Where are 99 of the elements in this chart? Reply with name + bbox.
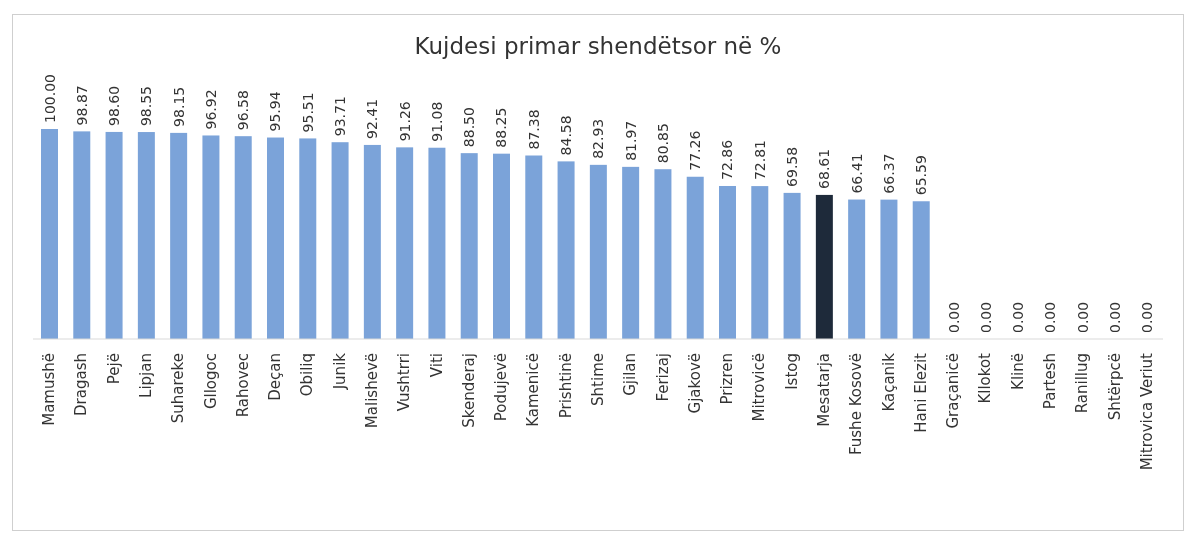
bar <box>331 142 349 339</box>
bar <box>622 166 640 339</box>
data-label: 84.58 <box>558 115 575 156</box>
data-label: 91.26 <box>396 101 413 142</box>
bar <box>267 137 284 339</box>
data-label: 96.92 <box>202 89 219 130</box>
data-label: 95.94 <box>267 91 284 132</box>
data-label: 0.00 <box>1042 301 1059 333</box>
x-tick-label: Ranillug <box>1073 353 1092 414</box>
bar <box>880 199 898 339</box>
data-label: 77.26 <box>687 130 704 171</box>
data-label: 80.85 <box>654 123 671 164</box>
x-tick-label: Junik <box>330 352 349 391</box>
bar <box>234 136 252 339</box>
x-tick-label: Ferizaj <box>653 353 672 402</box>
data-label: 82.93 <box>590 118 607 159</box>
data-label: 98.15 <box>170 86 187 127</box>
data-label: 98.60 <box>106 85 123 126</box>
bar <box>460 153 478 339</box>
x-tick-label: Mamushë <box>40 353 59 426</box>
bar <box>299 138 317 339</box>
bar <box>105 131 123 339</box>
x-tick-label: Rahovec <box>233 353 252 418</box>
data-label: 0.00 <box>1010 301 1027 333</box>
bar <box>719 185 736 339</box>
bar <box>686 176 704 339</box>
data-label: 0.00 <box>1139 301 1156 333</box>
x-tick-label: Gllogoc <box>201 353 220 410</box>
bar <box>137 132 155 339</box>
x-tick-label: Shtërpcë <box>1105 353 1124 421</box>
x-tick-label: Kaçanik <box>879 352 898 412</box>
x-tick-label: Lipjan <box>137 353 155 398</box>
data-label: 81.97 <box>622 120 639 161</box>
data-label: 0.00 <box>977 301 994 333</box>
bar <box>589 164 607 339</box>
x-tick-label: Malishevë <box>363 353 381 429</box>
bar <box>815 194 833 339</box>
x-tick-label: Shtime <box>589 353 607 406</box>
bar <box>525 155 543 339</box>
x-tick-label: Mesatarja <box>815 353 833 427</box>
bar <box>912 201 930 339</box>
x-tick-label: Mitrovicë <box>750 353 769 422</box>
x-tick-label: Partesh <box>1041 353 1059 410</box>
bar <box>751 186 769 339</box>
data-label: 88.25 <box>493 107 510 148</box>
x-tick-label: Mitrovica Veriut <box>1137 352 1156 471</box>
x-tick-label: Prishtinë <box>556 353 575 419</box>
bar <box>202 135 220 339</box>
data-label: 72.81 <box>751 140 768 181</box>
data-label: 87.38 <box>525 109 542 150</box>
x-tick-label: Kamenicë <box>524 353 543 427</box>
data-label: 69.58 <box>784 146 801 187</box>
bar <box>41 129 58 339</box>
chart-title: Kujdesi primar shendëtsor në % <box>413 33 783 59</box>
x-tick-label: Pejë <box>104 353 123 385</box>
x-tick-label: Obiliq <box>298 353 317 397</box>
x-tick-label: Graçanicë <box>944 353 963 429</box>
data-label: 65.59 <box>913 155 930 196</box>
x-tick-label: Gjilan <box>621 353 640 396</box>
data-label: 66.37 <box>880 153 897 194</box>
x-tick-label: Podujevë <box>492 353 511 422</box>
data-label: 88.50 <box>461 107 478 148</box>
x-tick-label: Klinë <box>1008 353 1027 390</box>
x-tick-label: Hani Elezit <box>911 352 930 433</box>
x-tick-label: Viti <box>427 353 446 378</box>
x-tick-label: Fushe Kosovë <box>847 353 866 455</box>
data-label: 92.41 <box>364 98 381 139</box>
data-label: 100.00 <box>41 74 58 123</box>
x-tick-label: Istog <box>782 353 801 390</box>
data-label: 68.61 <box>816 148 833 189</box>
x-tick-label: Deçan <box>266 353 285 401</box>
x-tick-label: Suhareke <box>169 353 188 424</box>
data-label: 66.41 <box>848 153 865 194</box>
bar <box>73 131 91 339</box>
bar <box>493 153 510 339</box>
data-label: 0.00 <box>1074 301 1091 333</box>
x-tick-label: Vushtrri <box>395 353 414 412</box>
x-tick-label: Prizren <box>718 353 737 405</box>
data-label: 98.87 <box>73 85 90 126</box>
data-label: 91.08 <box>428 101 445 142</box>
bar <box>654 169 672 339</box>
bar <box>428 147 446 339</box>
bar <box>363 144 381 339</box>
bar <box>783 192 801 339</box>
bar <box>396 147 414 339</box>
x-tick-label: Dragash <box>72 353 91 416</box>
bar <box>848 199 866 339</box>
bar <box>557 161 575 339</box>
data-label: 95.51 <box>299 92 316 133</box>
data-label: 93.71 <box>332 96 349 137</box>
data-label: 98.55 <box>138 85 155 127</box>
x-tick-label: Skenderaj <box>459 353 478 428</box>
x-tick-label: Gjakovë <box>685 353 704 414</box>
data-label: 0.00 <box>1106 301 1123 333</box>
data-label: 72.86 <box>719 139 736 180</box>
bar <box>170 132 188 339</box>
data-label: 96.58 <box>235 90 252 131</box>
x-tick-label: Kllokot <box>976 352 995 404</box>
data-label: 0.00 <box>945 301 962 333</box>
